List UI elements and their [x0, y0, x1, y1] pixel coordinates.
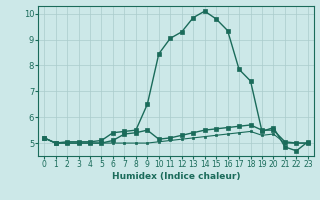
X-axis label: Humidex (Indice chaleur): Humidex (Indice chaleur): [112, 172, 240, 181]
